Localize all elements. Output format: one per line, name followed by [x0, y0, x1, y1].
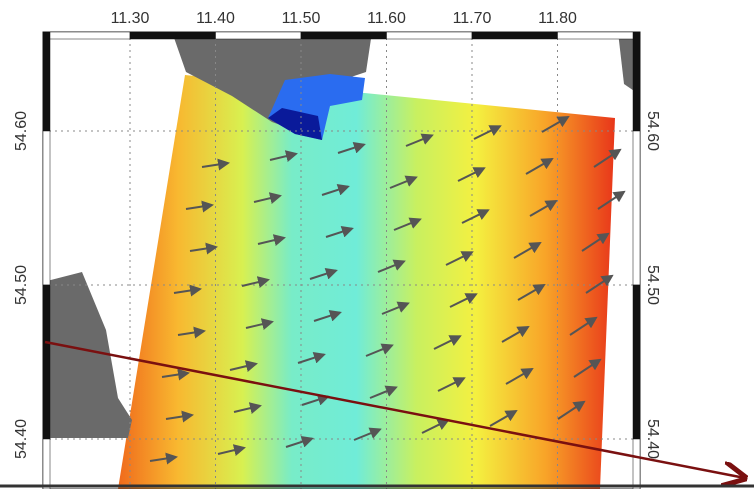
frame-bar-top	[301, 32, 387, 39]
frame-bar-left	[43, 131, 50, 285]
sst-swath	[118, 75, 615, 489]
top-tick-label: 11.70	[453, 10, 492, 27]
top-tick-label: 11.40	[196, 10, 235, 27]
frame-bar-right	[633, 285, 640, 439]
frame-bar-top	[43, 32, 130, 39]
frame-bar-right	[633, 439, 640, 489]
left-tick-label: 54.60	[13, 111, 30, 151]
top-tick-label: 11.60	[367, 10, 406, 27]
frame-bar-right	[633, 32, 640, 131]
right-tick-label: 54.40	[644, 419, 661, 459]
frame-bar-left	[43, 439, 50, 489]
top-tick-label: 11.30	[111, 10, 150, 27]
frame-bar-top	[130, 32, 216, 39]
top-tick-label: 11.50	[282, 10, 321, 27]
frame-bar-top	[216, 32, 302, 39]
map-area	[43, 32, 640, 489]
top-tick-label: 11.80	[538, 10, 577, 27]
frame-bar-right	[633, 131, 640, 285]
left-tick-label: 54.50	[13, 265, 30, 305]
frame-bar-left	[43, 32, 50, 131]
left-tick-label: 54.40	[13, 419, 30, 459]
frame-bar-top	[472, 32, 558, 39]
right-tick-label: 54.60	[644, 111, 661, 151]
frame-bar-top	[387, 32, 473, 39]
right-tick-label: 54.50	[644, 265, 661, 305]
frame-bar-top	[558, 32, 641, 39]
map-figure: 11.30 11.40 11.50 11.60 11.70 11.80 54.60 54.50…	[0, 0, 754, 489]
frame-bar-left	[43, 285, 50, 439]
